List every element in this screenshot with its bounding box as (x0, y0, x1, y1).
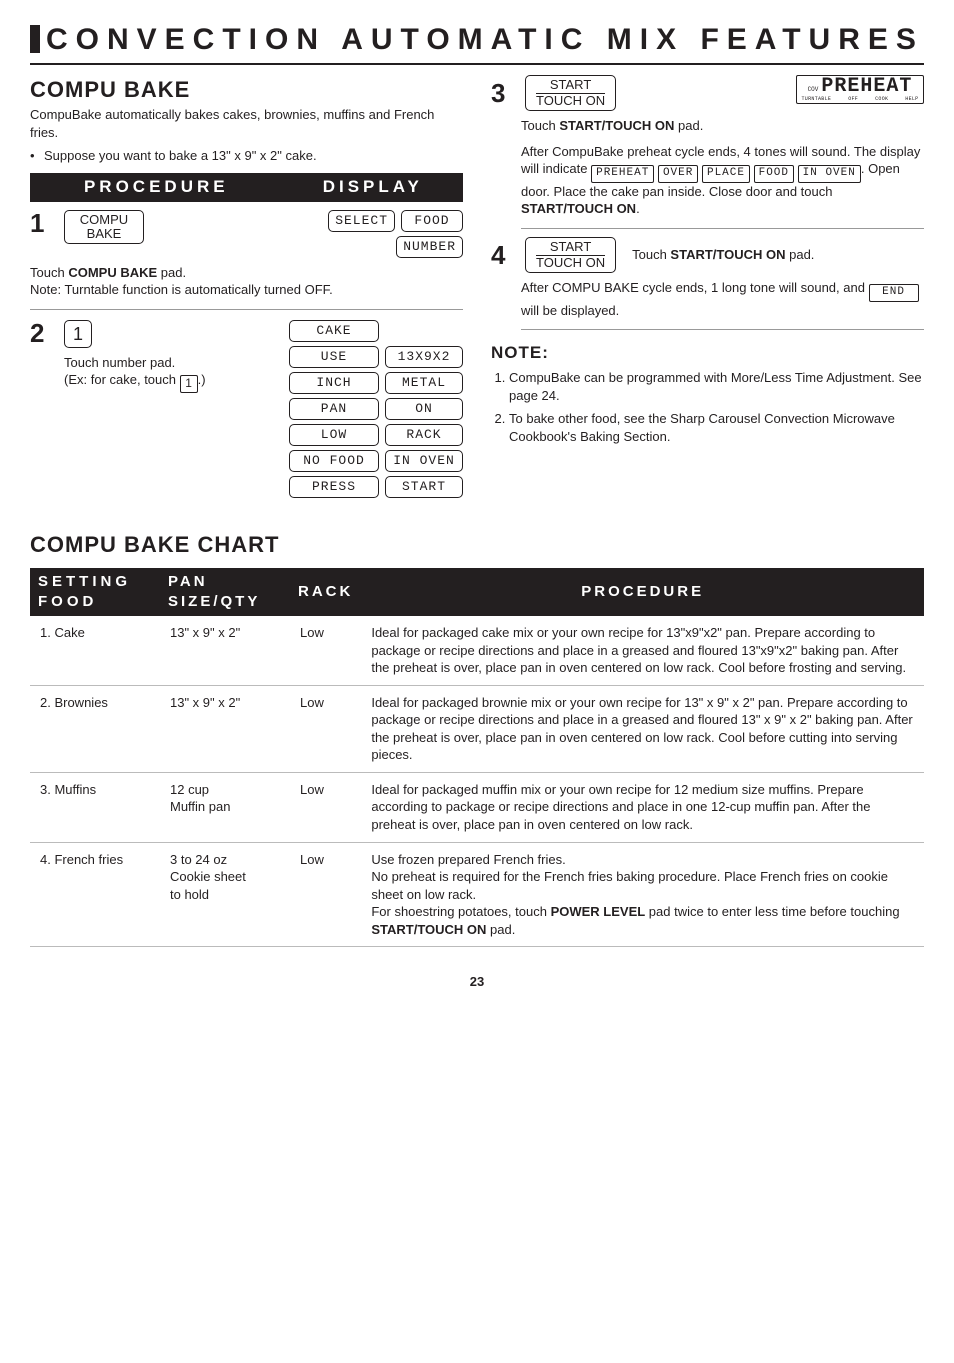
step2-display-cell: NO FOOD (289, 450, 379, 472)
compu-bake-button-line1: COMPU (80, 213, 128, 227)
chart-col-procedure: PROCEDURE (361, 568, 924, 617)
chart-cell-pan: 13" x 9" x 2" (160, 685, 290, 772)
step2-display-cell: METAL (385, 372, 463, 394)
start-button-4-line2: TOUCH ON (536, 256, 605, 270)
step2-display-cell: ON (385, 398, 463, 420)
chart-cell-rack: Low (290, 616, 361, 685)
table-row: 2. Brownies13" x 9" x 2"LowIdeal for pac… (30, 685, 924, 772)
chart-cell-rack: Low (290, 842, 361, 947)
number-1-button[interactable]: 1 (64, 320, 92, 348)
page-number: 23 (30, 973, 924, 991)
inline-display-place: PLACE (702, 165, 750, 183)
note-item-2: To bake other food, see the Sharp Carous… (509, 410, 924, 445)
inline-display-food: FOOD (754, 165, 794, 183)
preheat-main-text: PREHEAT (821, 77, 912, 97)
step2-display-cell: INCH (289, 372, 379, 394)
intro-text: CompuBake automatically bakes cakes, bro… (30, 106, 463, 141)
step-4-number: 4 (491, 242, 515, 268)
start-button-line1: START (536, 78, 605, 94)
chart-cell-food: 1. Cake (30, 616, 160, 685)
inline-display-preheat: PREHEAT (591, 165, 654, 183)
step-1-text: Touch COMPU BAKE pad. (30, 264, 463, 282)
chart-col-pan: PAN SIZE/QTY (160, 568, 290, 617)
display-select: SELECT (328, 210, 395, 232)
chart-cell-procedure: Ideal for packaged brownie mix or your o… (361, 685, 924, 772)
step-3-touch-line: Touch START/TOUCH ON pad. (521, 117, 924, 135)
notes-list: CompuBake can be programmed with More/Le… (491, 369, 924, 445)
step2-display-cell: START (385, 476, 463, 498)
preheat-sub-0: TURNTABLE (802, 97, 832, 102)
note-heading: NOTE: (491, 342, 924, 365)
chart-cell-procedure: Ideal for packaged cake mix or your own … (361, 616, 924, 685)
chart-cell-pan: 13" x 9" x 2" (160, 616, 290, 685)
chart-cell-rack: Low (290, 772, 361, 842)
step-4-paragraph: After COMPU BAKE cycle ends, 1 long tone… (521, 279, 924, 330)
start-button-line2: TOUCH ON (536, 94, 605, 108)
table-row: 3. Muffins12 cup Muffin panLowIdeal for … (30, 772, 924, 842)
preheat-sub-2: COOK (875, 97, 888, 102)
step2-display-cell: IN OVEN (385, 450, 463, 472)
start-touch-on-button-3[interactable]: START TOUCH ON (525, 75, 616, 112)
procedure-display-header: PROCEDURE DISPLAY (30, 173, 463, 202)
page-title: CONVECTION AUTOMATIC MIX FEATURES (30, 20, 924, 65)
start-touch-on-button-4[interactable]: START TOUCH ON (525, 237, 616, 274)
compu-bake-button[interactable]: COMPU BAKE (64, 210, 144, 245)
note-item-1: CompuBake can be programmed with More/Le… (509, 369, 924, 404)
step2-display-cell: PAN (289, 398, 379, 420)
bullet-text: Suppose you want to bake a 13" x 9" x 2"… (44, 147, 317, 165)
chart-title: COMPU BAKE CHART (30, 530, 924, 560)
step-4-touch-line: Touch START/TOUCH ON pad. (632, 246, 814, 264)
display-number: NUMBER (396, 236, 463, 258)
inline-number-1-button: 1 (180, 375, 198, 393)
step2-display-cell: USE (289, 346, 379, 368)
start-button-4-line1: START (536, 240, 605, 256)
step2-display-cell: RACK (385, 424, 463, 446)
chart-col-rack: RACK (290, 568, 361, 617)
compu-bake-chart-table: SETTING FOOD PAN SIZE/QTY RACK PROCEDURE… (30, 568, 924, 948)
step-1-note: Note: Turntable function is automaticall… (30, 281, 463, 299)
inline-display-in-oven: IN OVEN (798, 165, 861, 183)
chart-cell-rack: Low (290, 685, 361, 772)
step-2-number: 2 (30, 320, 54, 346)
step-3-number: 3 (491, 80, 515, 106)
step-2-line2: (Ex: for cake, touch 1.) (64, 371, 279, 392)
chart-cell-food: 2. Brownies (30, 685, 160, 772)
step-1-number: 1 (30, 210, 54, 236)
header-procedure: PROCEDURE (30, 173, 283, 202)
step2-display-cell: CAKE (289, 320, 379, 342)
chart-cell-procedure: Use frozen prepared French fries.No preh… (361, 842, 924, 947)
chart-cell-food: 3. Muffins (30, 772, 160, 842)
step2-display-cell: LOW (289, 424, 379, 446)
table-row: 1. Cake13" x 9" x 2"LowIdeal for package… (30, 616, 924, 685)
header-display: DISPLAY (283, 173, 463, 202)
inline-display-over: OVER (658, 165, 698, 183)
display-food: FOOD (401, 210, 463, 232)
preheat-sub-1: OFF (848, 97, 858, 102)
chart-cell-food: 4. French fries (30, 842, 160, 947)
chart-cell-pan: 12 cup Muffin pan (160, 772, 290, 842)
step-3-paragraph: After CompuBake preheat cycle ends, 4 to… (521, 143, 924, 229)
step-2-display-grid: CAKE USE 13X9X2 INCH METAL PAN ON LOW RACK NO FOO… (289, 320, 463, 498)
preheat-display: COV PREHEAT TURNTABLE OFF COOK HELP (796, 75, 924, 104)
compu-bake-button-line2: BAKE (87, 227, 122, 241)
compu-bake-heading: COMPU BAKE (30, 75, 463, 105)
chart-col-food: SETTING FOOD (30, 568, 160, 617)
step2-display-cell: 13X9X2 (385, 346, 463, 368)
inline-display-end: END (869, 284, 919, 302)
preheat-cov: COV (808, 87, 819, 93)
preheat-sub-3: HELP (905, 97, 918, 102)
table-row: 4. French fries3 to 24 oz Cookie sheet t… (30, 842, 924, 947)
chart-cell-pan: 3 to 24 oz Cookie sheet to hold (160, 842, 290, 947)
step2-display-cell: PRESS (289, 476, 379, 498)
bullet-item: • Suppose you want to bake a 13" x 9" x … (30, 147, 463, 165)
step-2-line1: Touch number pad. (64, 354, 279, 372)
chart-cell-procedure: Ideal for packaged muffin mix or your ow… (361, 772, 924, 842)
